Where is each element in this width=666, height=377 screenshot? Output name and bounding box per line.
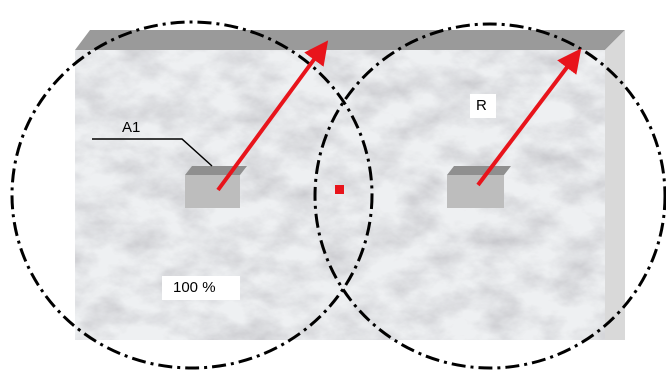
label-r: R <box>476 97 487 114</box>
label-percent: 100 % <box>173 279 216 296</box>
slab-face <box>75 50 605 340</box>
diagram: A1 R 100 % <box>0 0 666 377</box>
block-right <box>447 166 511 208</box>
center-point <box>335 185 344 194</box>
label-a1: A1 <box>122 119 140 136</box>
block-left <box>185 166 247 208</box>
page: A1 R 100 % (() => { const data = JSON.pa… <box>0 0 666 377</box>
